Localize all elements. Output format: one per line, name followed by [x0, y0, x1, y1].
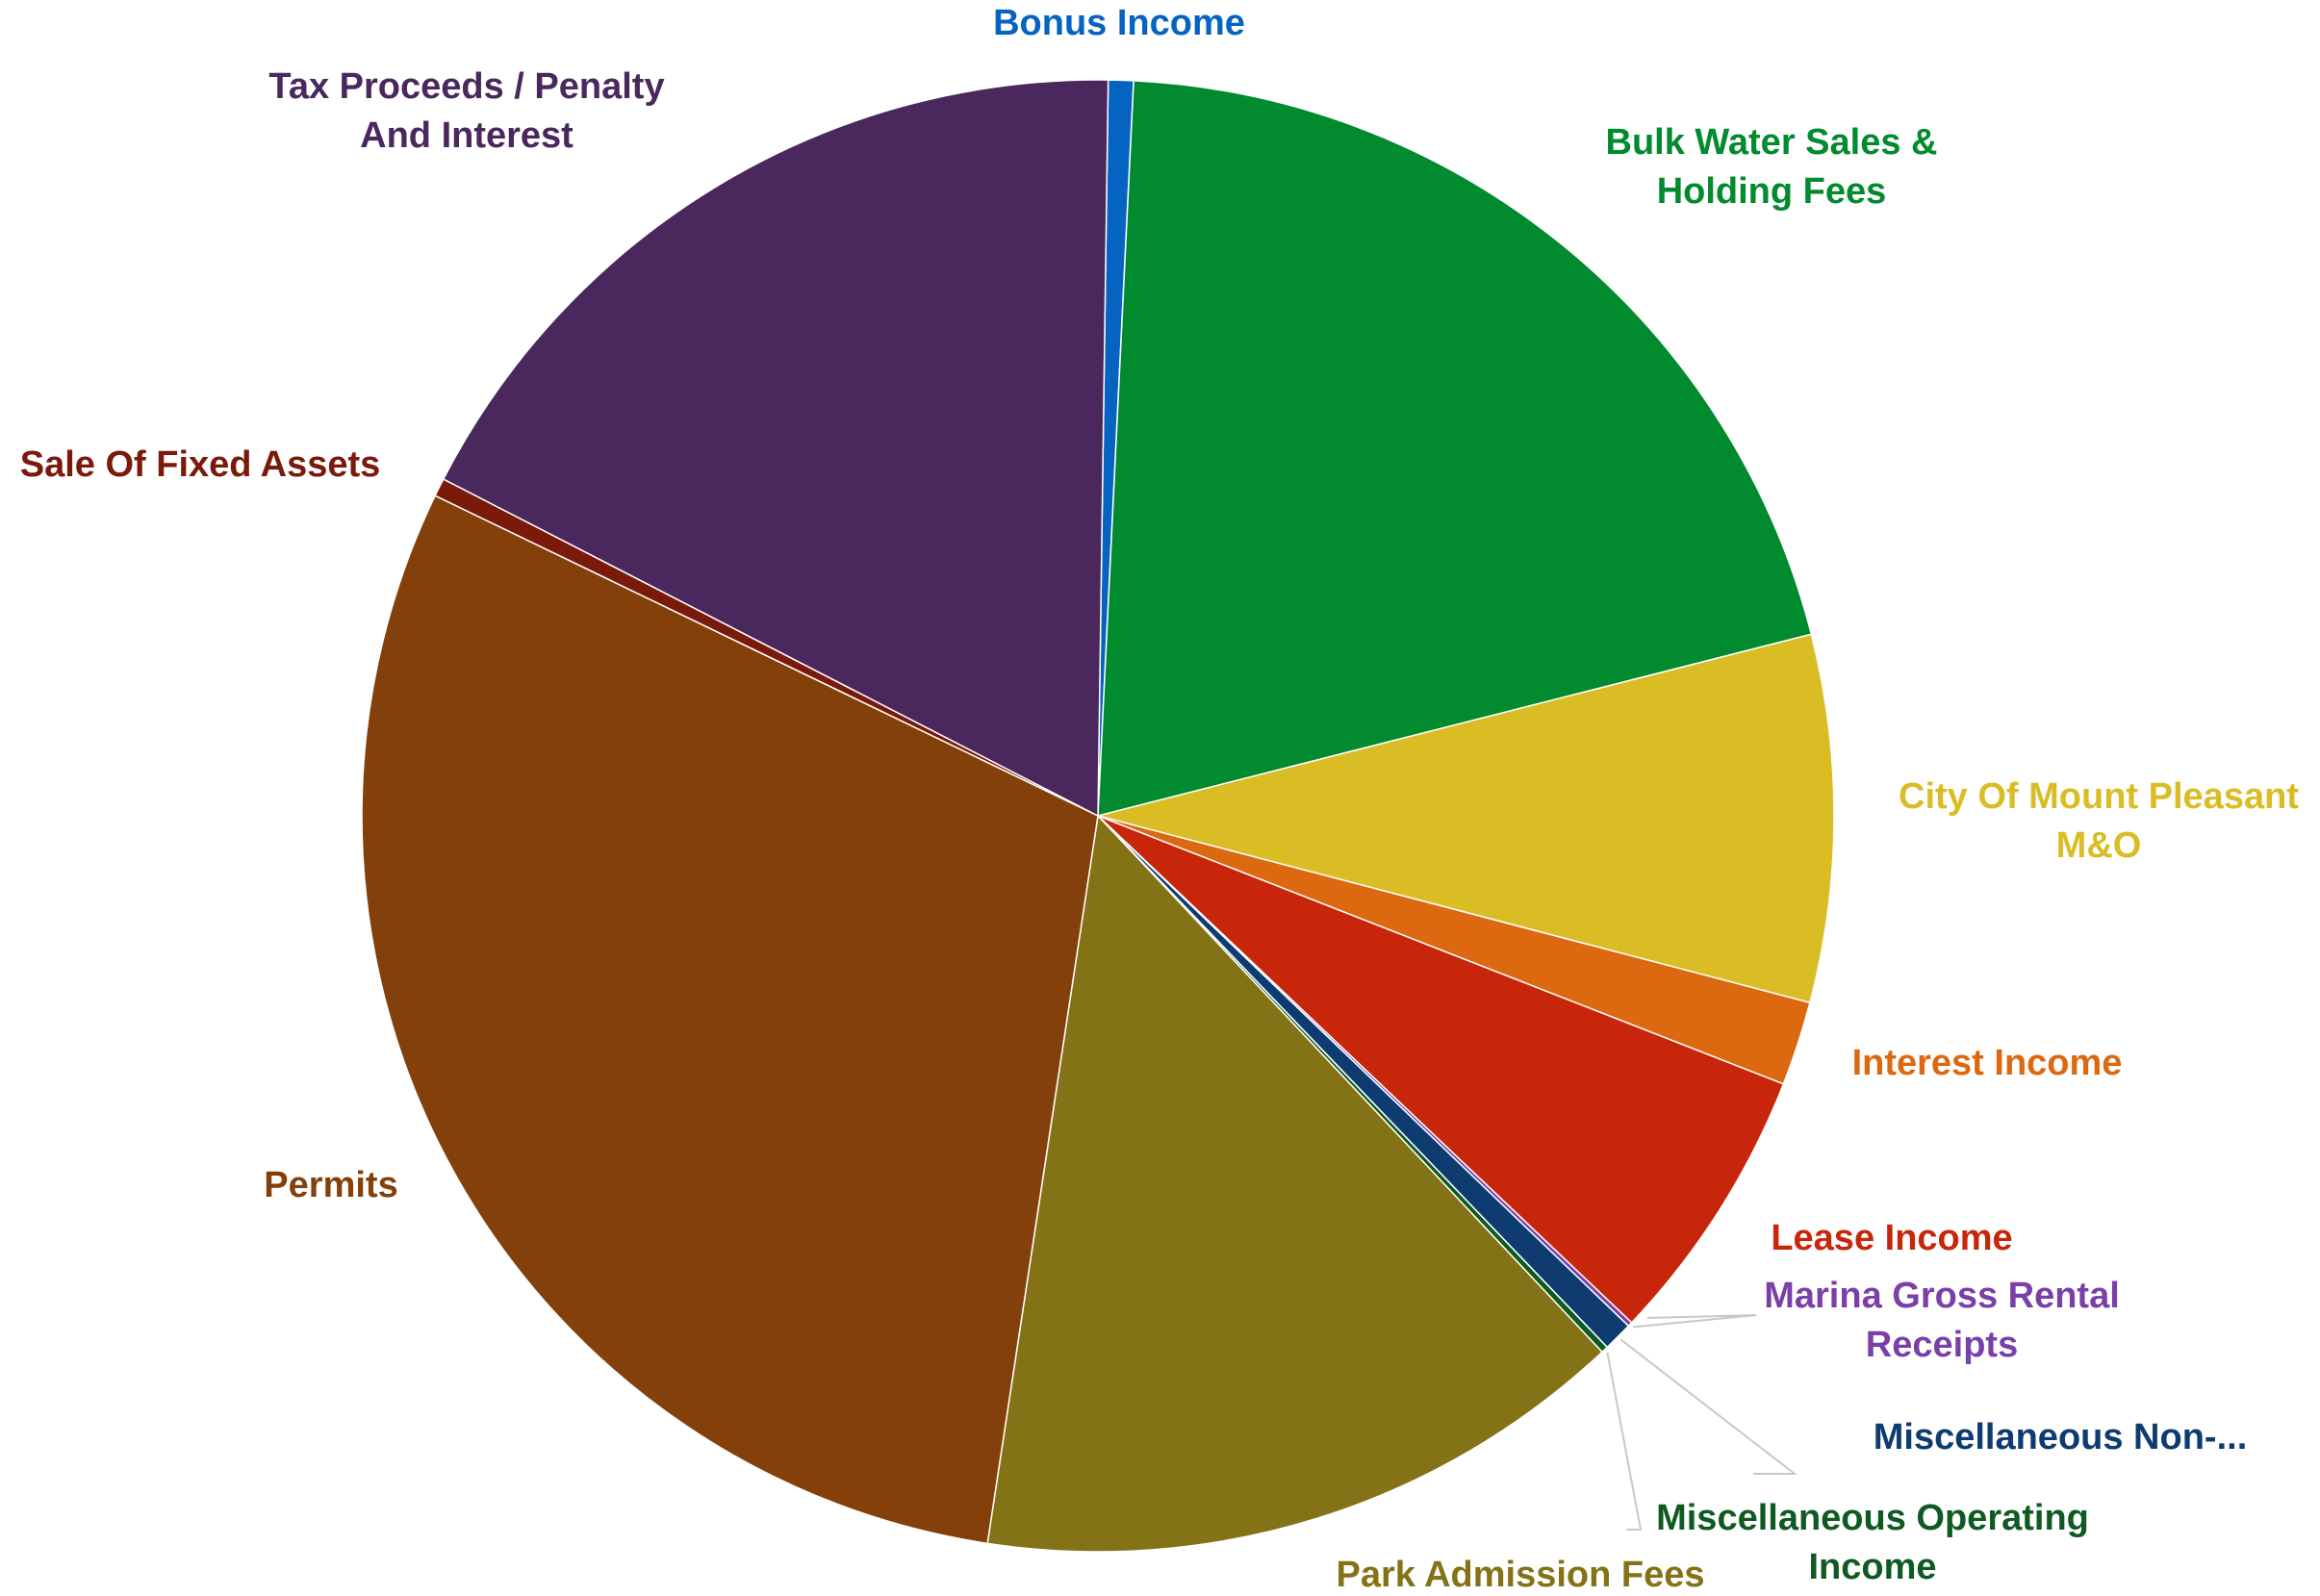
slice-bulk-water-sales-holding-fees [1097, 80, 1813, 817]
leader-line-marina-gross-rental-receipts [1632, 1314, 1757, 1329]
label-permits: Permits [264, 1165, 397, 1205]
label-bulk-water-sales: Bulk Water Sales & Holding Fees [1606, 122, 1938, 212]
label-interest-income: Interest Income [1852, 1043, 2123, 1083]
label-misc-operating-income: Miscellaneous Operating Income [1656, 1498, 2089, 1587]
leader-lines [1606, 1314, 1797, 1531]
leader-line-miscellaneous-operating-income [1606, 1352, 1643, 1531]
label-marina-gross-rental: Marina Gross Rental Receipts [1764, 1276, 2120, 1365]
leader-line-miscellaneous-non [1619, 1338, 1797, 1475]
slice-park-admission-fees [986, 814, 1604, 1553]
label-park-admission-fees: Park Admission Fees [1337, 1555, 1705, 1595]
label-lease-income: Lease Income [1771, 1218, 2012, 1258]
label-tax-proceeds: Tax Proceeds / Penalty And Interest [268, 66, 664, 156]
label-bonus-income: Bonus Income [993, 3, 1245, 43]
slice-permits [361, 494, 1099, 1545]
slice-tax-proceeds-penalty-and-interest [442, 79, 1109, 818]
label-city-of-mount-pleasant: City Of Mount Pleasant M&O [1899, 776, 2299, 866]
label-misc-non: Miscellaneous Non-... [1874, 1417, 2248, 1457]
slice-lease-income [1097, 815, 1785, 1324]
slice-labels: Bonus Income Bulk Water Sales & Holding F… [20, 3, 2300, 1595]
label-sale-of-fixed-assets: Sale Of Fixed Assets [20, 444, 381, 485]
slice-city-of-mount-pleasant-m-o [1095, 633, 1835, 1004]
pie-slices [361, 79, 1835, 1553]
